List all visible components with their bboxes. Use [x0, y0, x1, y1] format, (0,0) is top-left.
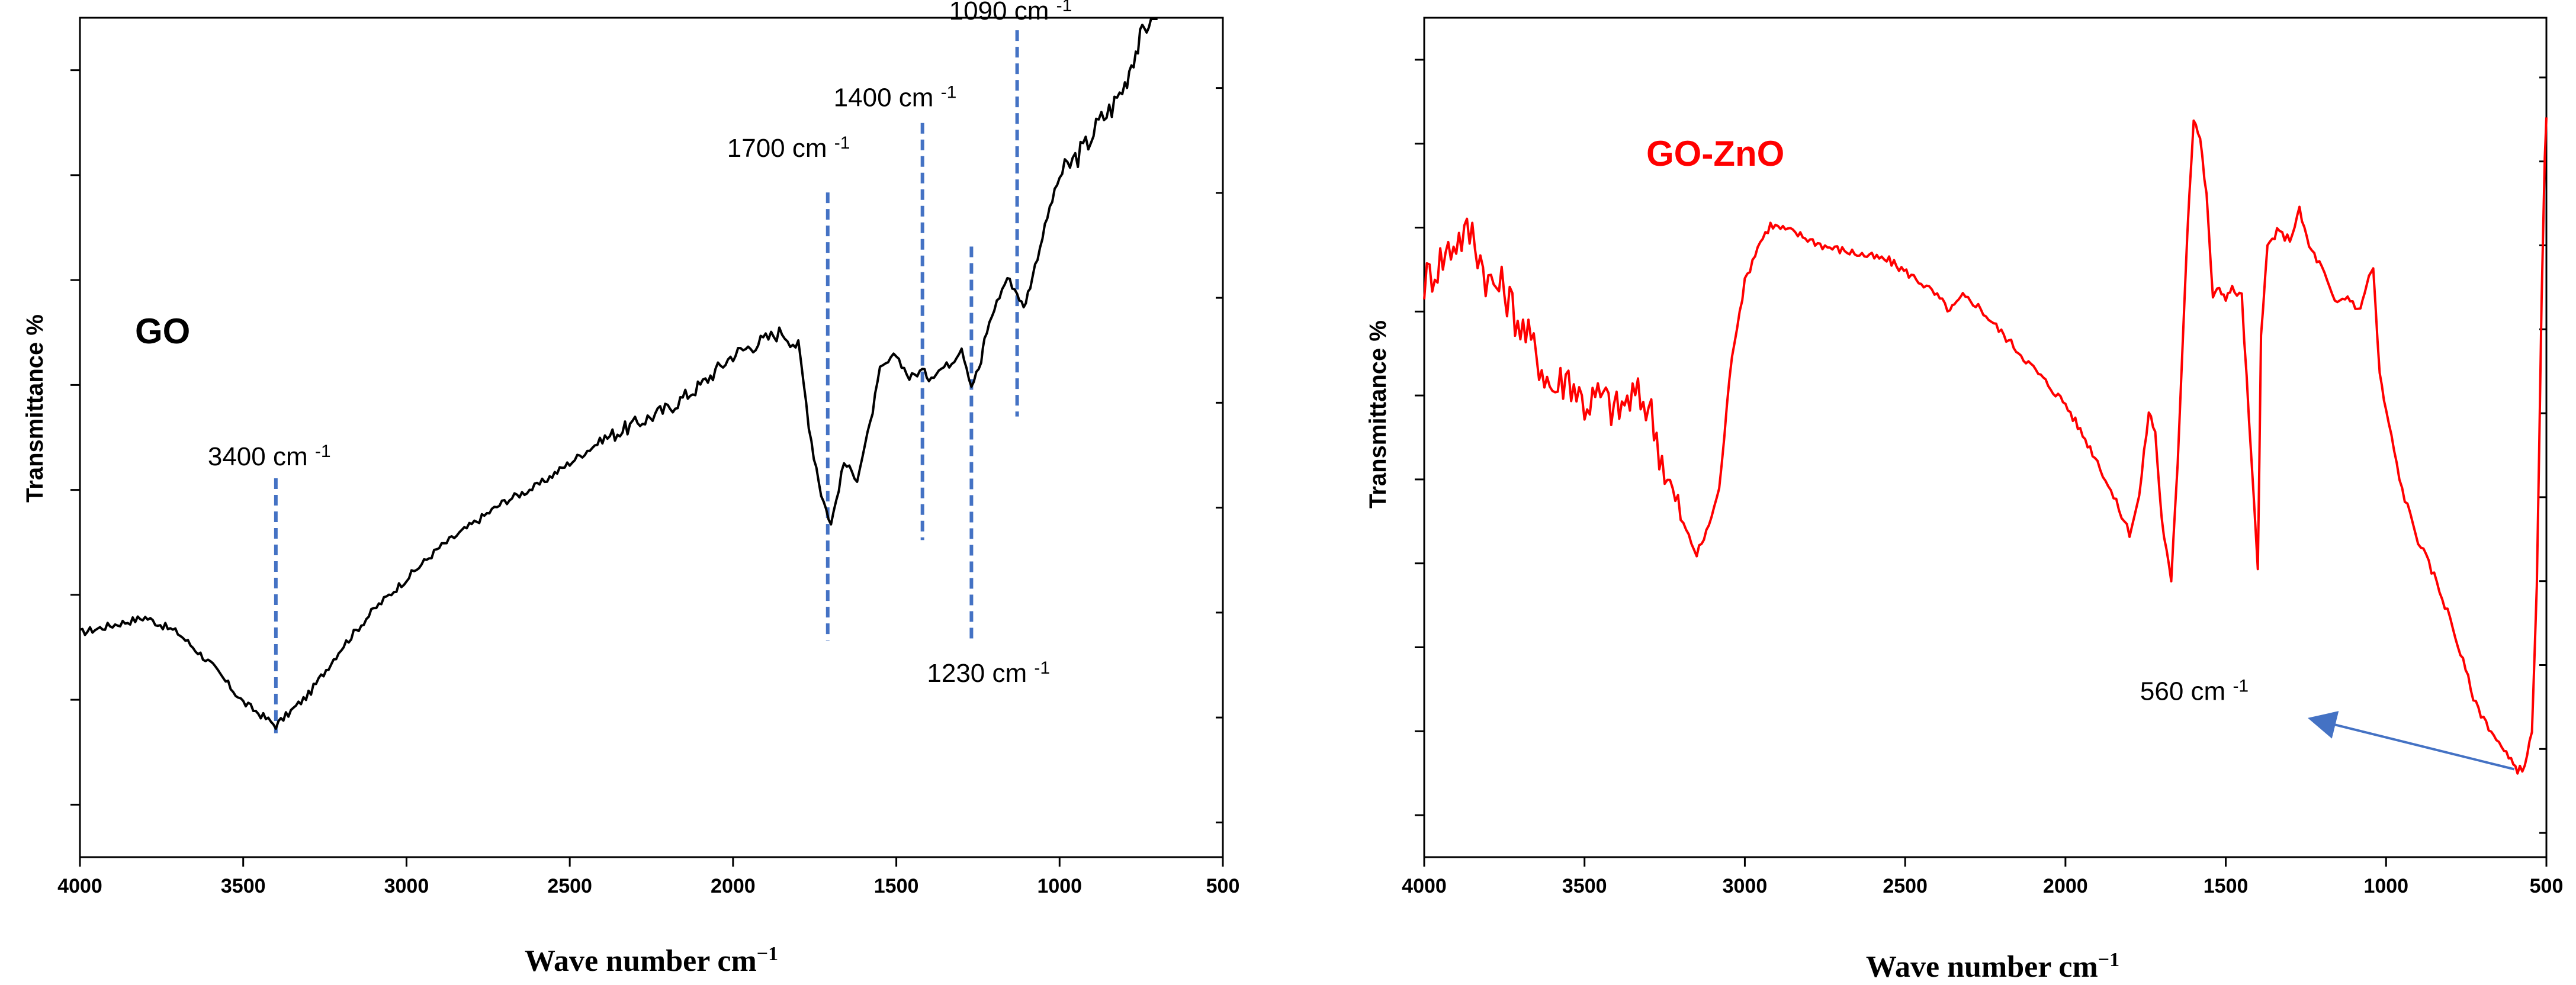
- annotation-arrow: [2307, 711, 2515, 771]
- go-plot-frame: [79, 17, 1224, 858]
- x-tick-label: 1500: [2204, 875, 2249, 897]
- gozno-plot-frame: [1423, 17, 2548, 858]
- gozno-series-line: [1423, 117, 2548, 775]
- x-tick-label: 3000: [384, 875, 429, 897]
- gozno-panel-label: GO-ZnO: [1646, 134, 1784, 173]
- gozno-y-ticks: [1415, 59, 2546, 834]
- x-tick-label: 3500: [1562, 875, 1607, 897]
- go-panel-label: GO: [135, 311, 190, 351]
- gozno-x-axis-title: Wave number cm−1: [1866, 949, 2119, 984]
- x-tick-label: 2500: [547, 875, 592, 897]
- annotation-label: 1090 cm -1: [949, 0, 1072, 25]
- go-chart-panel: 4000 3500 3000 2500 2000 1500 1000 500 3400 cm …: [22, 0, 1239, 978]
- gozno-y-axis-title: Transmittance %: [1365, 320, 1391, 508]
- go-y-ticks: [70, 69, 1223, 823]
- x-tick-label: 2000: [2043, 875, 2088, 897]
- go-x-ticks: 4000 3500 3000 2500 2000 1500 1000 500: [57, 857, 1239, 897]
- annotation-label: 1230 cm -1: [927, 658, 1050, 688]
- gozno-annotations: 560 cm -1: [2140, 677, 2515, 771]
- go-y-axis-title: Transmittance %: [22, 314, 48, 503]
- gozno-x-ticks: 4000 3500 3000 2500 2000 1500 1000 500: [1402, 857, 2563, 897]
- x-tick-label: 4000: [1402, 875, 1447, 897]
- x-tick-label: 4000: [57, 875, 102, 897]
- go-series-line: [79, 18, 1158, 730]
- annotation-label: 560 cm -1: [2140, 677, 2249, 706]
- go-x-axis-title: Wave number cm−1: [525, 943, 778, 978]
- x-tick-label: 1000: [1037, 875, 1082, 897]
- x-tick-label: 500: [1206, 875, 1240, 897]
- annotation-label: 1400 cm -1: [834, 83, 957, 112]
- x-tick-label: 2000: [711, 875, 756, 897]
- x-tick-label: 1000: [2363, 875, 2408, 897]
- x-tick-label: 3500: [221, 875, 266, 897]
- go-annotations: 3400 cm -1 1700 cm -1 1400 cm -1 1230 cm -1…: [208, 0, 1072, 733]
- x-tick-label: 3000: [1723, 875, 1768, 897]
- annotation-label: 3400 cm -1: [208, 442, 331, 471]
- x-tick-label: 500: [2530, 875, 2564, 897]
- gozno-chart-panel: 4000 3500 3000 2500 2000 1500 1000 500 560 cm -…: [1365, 17, 2563, 984]
- x-tick-label: 2500: [1883, 875, 1928, 897]
- annotation-label: 1700 cm -1: [727, 133, 850, 163]
- x-tick-label: 1500: [874, 875, 919, 897]
